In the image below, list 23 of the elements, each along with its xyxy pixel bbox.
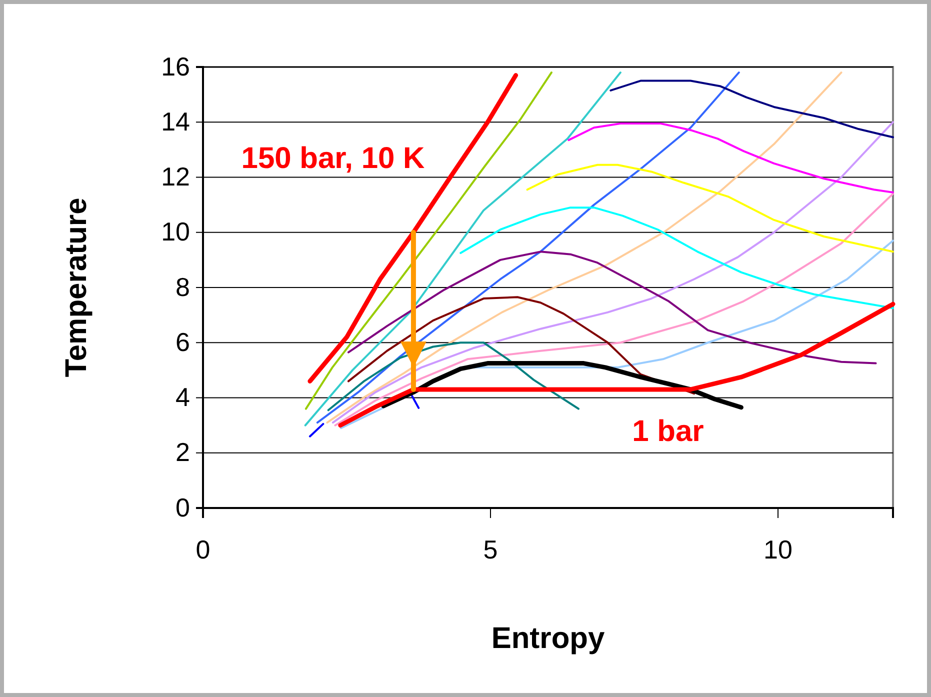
annotation: 1 bar (632, 414, 704, 448)
y-tick-label: 2 (176, 437, 190, 468)
y-tick-label: 12 (161, 162, 190, 192)
y-axis-title: Temperature (60, 198, 93, 378)
x-tick-label: 5 (483, 534, 498, 564)
line-series (526, 164, 894, 253)
y-tick-label: 14 (161, 106, 190, 136)
y-tick-label: 8 (176, 272, 190, 302)
line-series (347, 296, 696, 395)
line-series (610, 80, 894, 138)
x-tick-label: 0 (196, 534, 210, 564)
y-tick-label: 16 (161, 51, 190, 82)
x-tick-label: 10 (764, 534, 792, 564)
y-tick-label: 10 (161, 216, 190, 247)
y-tick-label: 0 (176, 492, 190, 522)
y-tick-label: 6 (176, 326, 190, 357)
annotation: 150 bar, 10 K (241, 142, 426, 175)
line-series (568, 122, 894, 194)
x-axis-title: Entropy (491, 622, 605, 655)
y-tick-label: 4 (176, 382, 190, 412)
line-series (327, 342, 580, 412)
line-series (460, 206, 894, 310)
line-series (347, 250, 877, 364)
